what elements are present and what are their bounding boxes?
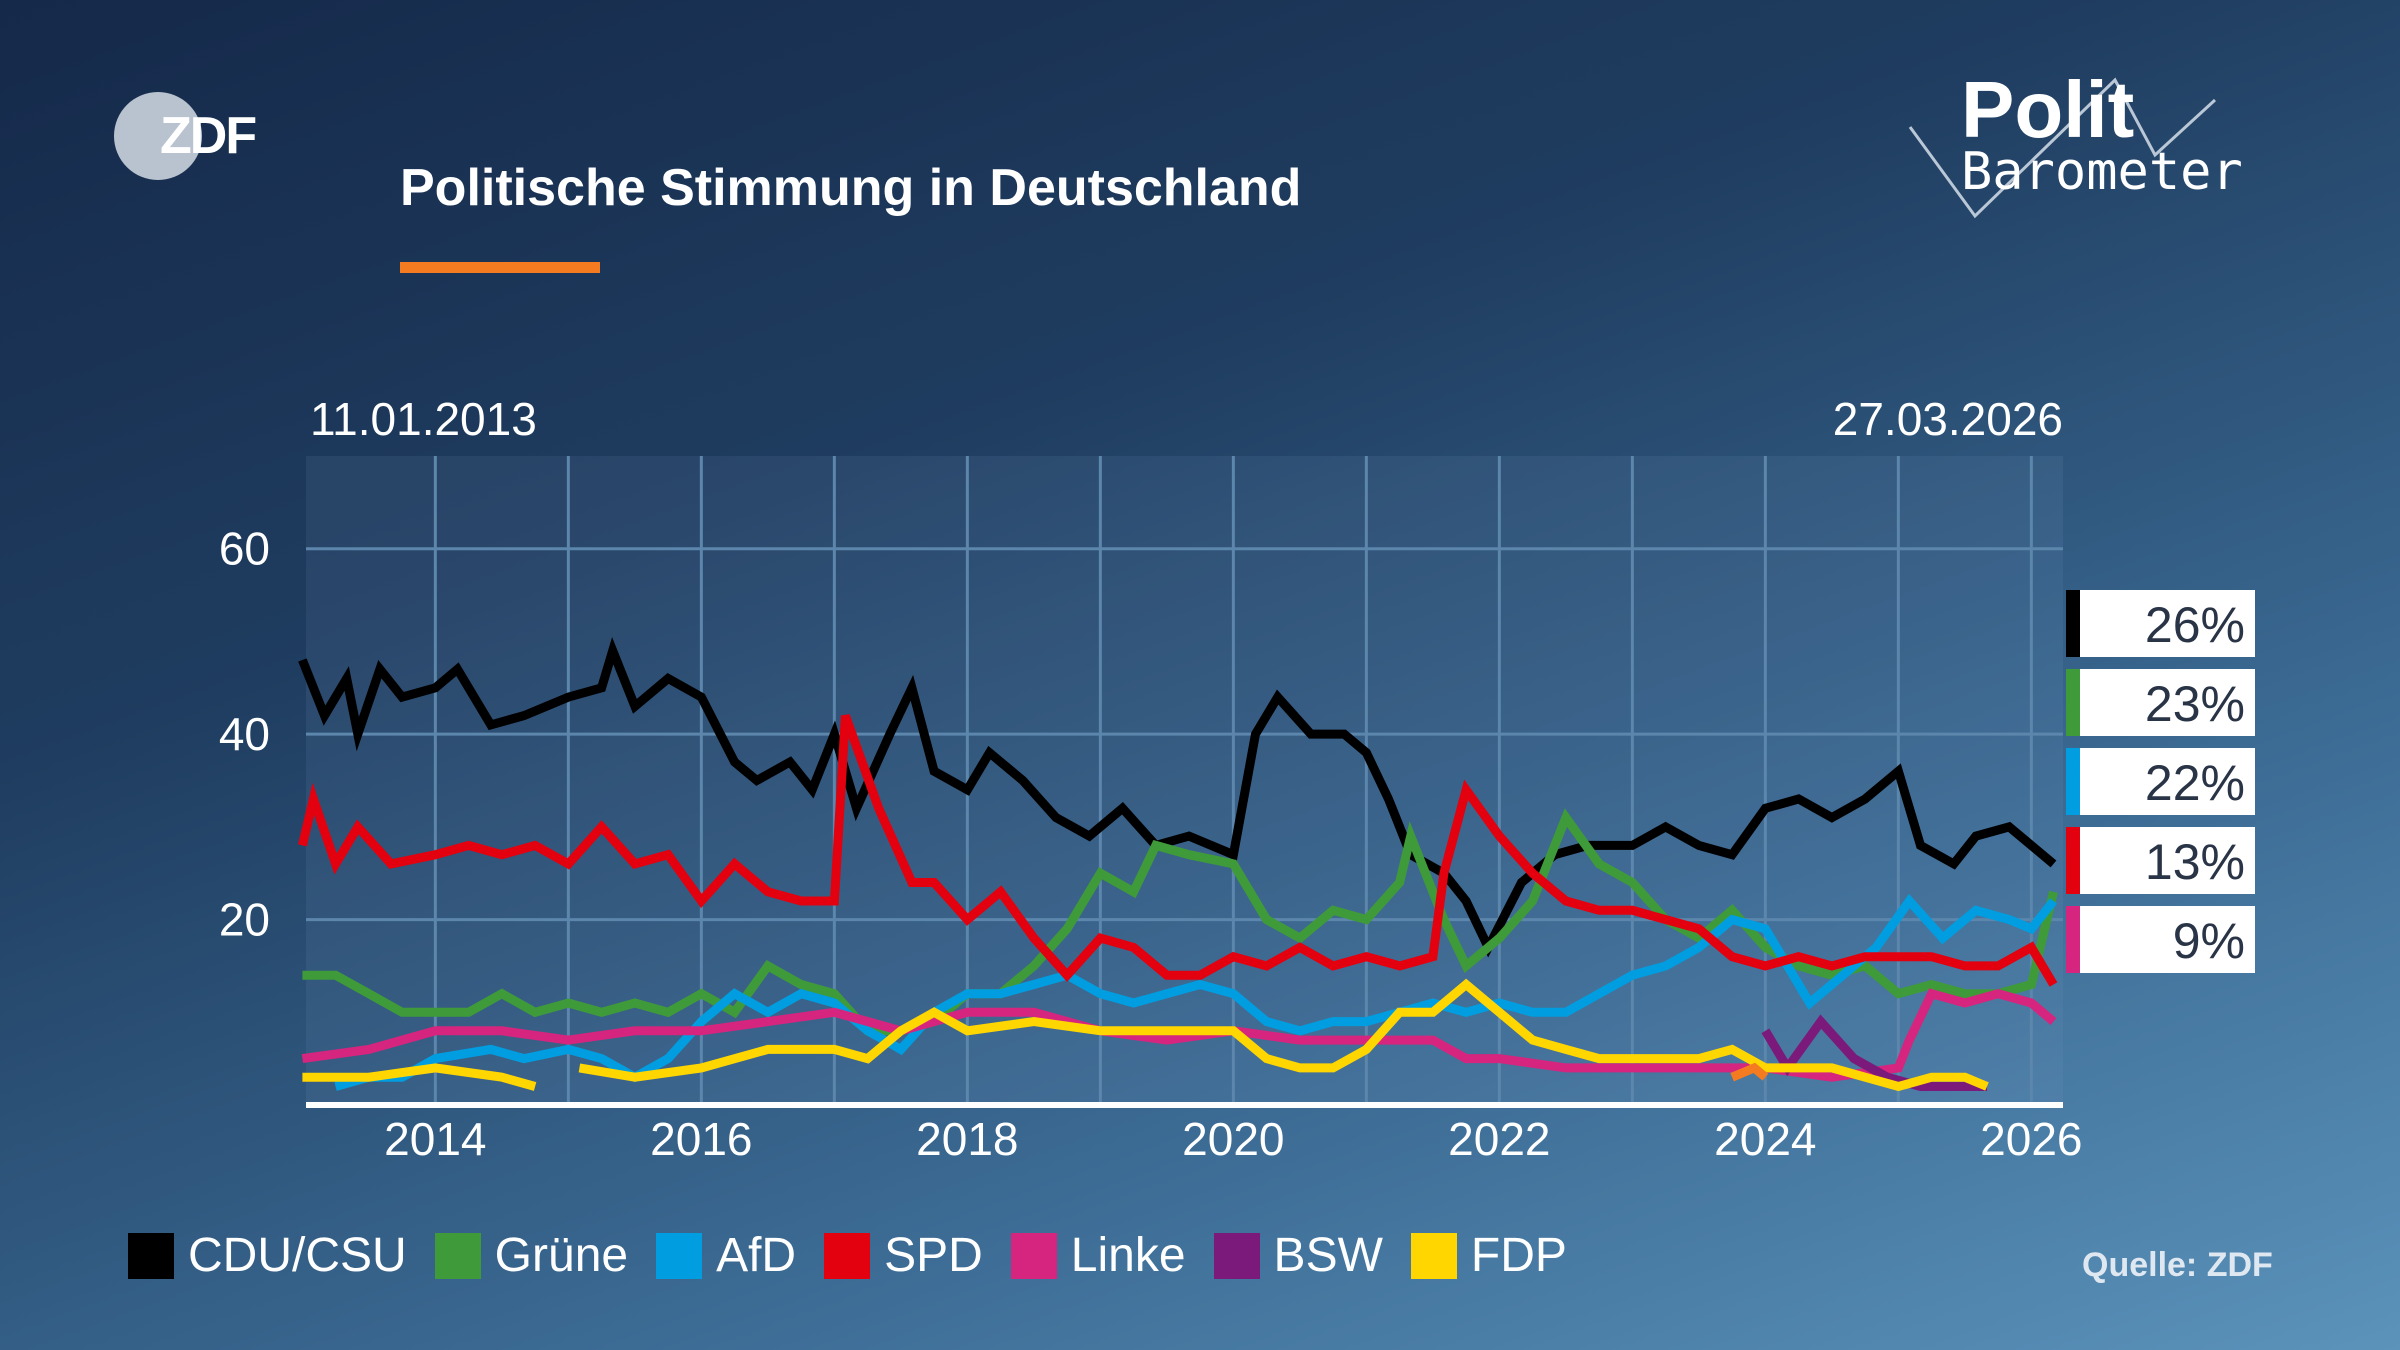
legend-label: Grüne (494, 1229, 629, 1282)
series-line-linke (301, 988, 2057, 1082)
legend-label: SPD (884, 1229, 983, 1282)
page-title: Politische Stimmung in Deutschland (400, 159, 1302, 217)
date-start: 11.01.2013 (310, 393, 537, 445)
politbarometer-logo: Polit Barometer (1905, 65, 2243, 230)
legend-label: CDU/CSU (188, 1229, 407, 1282)
x-tick-label: 2026 (1980, 1113, 2082, 1165)
legend-item-gruene: Grüne (434, 1228, 629, 1283)
latest-label-cdu: 26% (2066, 590, 2255, 657)
legend-item-spd: SPD (824, 1228, 983, 1283)
series-line-fdp (302, 978, 1989, 1092)
legend-item-linke: Linke (1010, 1228, 1186, 1283)
latest-value: 26% (2144, 597, 2245, 653)
x-tick-label: 2024 (1714, 1113, 1816, 1165)
plot-area (306, 456, 2063, 1105)
latest-label-linke: 9% (2066, 906, 2255, 973)
legend-item-fdp: FDP (1410, 1228, 1567, 1283)
zdf-logo-circle (114, 92, 202, 180)
checkmark-icon (1908, 77, 2217, 219)
color-strip (2066, 906, 2080, 973)
x-tick-label: 2020 (1182, 1113, 1284, 1165)
color-strip (2066, 748, 2080, 815)
legend-label: FDP (1470, 1229, 1567, 1282)
source-note: Quelle: ZDF (2082, 1246, 2273, 1284)
legend-swatch (1010, 1232, 1057, 1279)
logo-polit: Polit (1961, 65, 2135, 154)
logo-barometer: Barometer (1961, 142, 2243, 202)
color-strip (2066, 827, 2080, 894)
series-line-spd (298, 714, 2058, 987)
legend-item-afd: AfD (656, 1228, 796, 1283)
legend-item-bsw: BSW (1213, 1228, 1383, 1283)
x-tick-label: 2018 (916, 1113, 1018, 1165)
y-tick-label: 40 (219, 708, 270, 760)
latest-label-spd: 13% (2066, 827, 2255, 894)
legend-swatch (1410, 1232, 1457, 1279)
latest-value: 22% (2144, 755, 2245, 811)
x-tick-label: 2022 (1448, 1113, 1550, 1165)
legend-swatch (1213, 1232, 1260, 1279)
zdf-logo-text: ZDF (160, 107, 257, 165)
title-accent-bar (400, 262, 600, 273)
y-tick-label: 60 (219, 523, 270, 575)
latest-value: 13% (2144, 834, 2245, 890)
series-line-other (1730, 1062, 1769, 1082)
legend-swatch (656, 1232, 703, 1279)
series-line-grne (302, 808, 2058, 1036)
legend-swatch (434, 1232, 481, 1279)
date-end: 27.03.2026 (1832, 393, 2063, 445)
color-strip (2066, 590, 2080, 657)
series-line-bsw (1761, 1014, 1987, 1091)
legend-label: BSW (1273, 1229, 1383, 1282)
latest-value: 23% (2144, 676, 2245, 732)
y-tick-label: 20 (219, 894, 270, 946)
color-strip (2066, 669, 2080, 736)
latest-value: 9% (2172, 913, 2245, 969)
series-line-afd (334, 893, 2058, 1091)
latest-label-gruene: 23% (2066, 669, 2255, 736)
series-line-cducsu (298, 637, 2057, 958)
legend-label: AfD (716, 1229, 797, 1282)
legend-swatch (824, 1232, 871, 1279)
latest-label-afd: 22% (2066, 748, 2255, 815)
x-tick-label: 2016 (650, 1113, 752, 1165)
legend: CDU/CSU Grüne AfD SPD Linke BSW FDP (128, 1228, 1595, 1283)
legend-label: Linke (1070, 1229, 1186, 1282)
zdf-logo: ZDF (114, 92, 274, 182)
legend-item-cdu: CDU/CSU (128, 1228, 407, 1283)
legend-swatch (128, 1232, 174, 1279)
x-tick-label: 2014 (384, 1113, 486, 1165)
